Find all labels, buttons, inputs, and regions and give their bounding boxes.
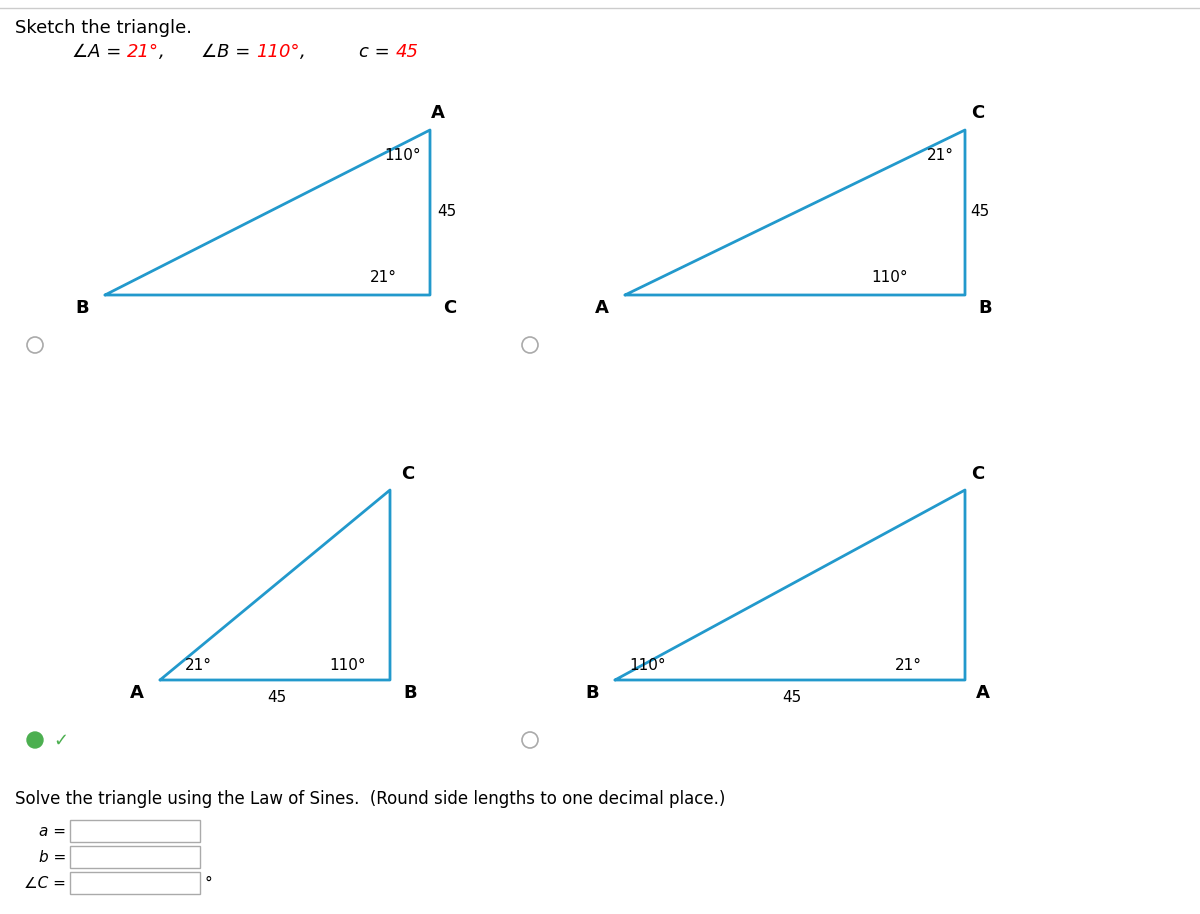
Text: °: ° — [205, 876, 212, 890]
Text: C: C — [443, 299, 457, 317]
Text: B: B — [586, 684, 599, 702]
Text: B: B — [978, 299, 992, 317]
Text: 110°: 110° — [385, 147, 421, 163]
Text: c =: c = — [359, 43, 396, 61]
Text: ,: , — [160, 43, 200, 61]
Text: ∠B =: ∠B = — [200, 43, 256, 61]
FancyBboxPatch shape — [70, 872, 200, 894]
Text: B: B — [403, 684, 416, 702]
Text: Sketch the triangle.: Sketch the triangle. — [14, 19, 192, 37]
Text: ∠C =: ∠C = — [24, 876, 66, 890]
Text: A: A — [431, 104, 445, 122]
Text: ,: , — [300, 43, 359, 61]
Text: A: A — [130, 684, 144, 702]
Text: 21°: 21° — [926, 147, 954, 163]
Text: 45: 45 — [396, 43, 419, 61]
Text: A: A — [976, 684, 990, 702]
Text: C: C — [971, 465, 985, 483]
Text: C: C — [401, 465, 415, 483]
Text: ∠A =: ∠A = — [72, 43, 127, 61]
Text: b =: b = — [38, 849, 66, 865]
Text: 110°: 110° — [630, 657, 666, 673]
Text: a =: a = — [38, 824, 66, 838]
Circle shape — [28, 732, 43, 748]
Text: 21°: 21° — [127, 43, 160, 61]
Text: C: C — [971, 104, 985, 122]
Text: 21°: 21° — [894, 657, 922, 673]
Text: A: A — [595, 299, 608, 317]
Text: 110°: 110° — [330, 657, 366, 673]
Text: ✓: ✓ — [53, 732, 68, 750]
Text: B: B — [76, 299, 89, 317]
Text: 45: 45 — [268, 689, 287, 705]
Text: 45: 45 — [971, 205, 990, 219]
Text: 110°: 110° — [871, 271, 908, 285]
Text: Solve the triangle using the Law of Sines.  (Round side lengths to one decimal p: Solve the triangle using the Law of Sine… — [14, 790, 725, 808]
Text: 21°: 21° — [370, 271, 396, 285]
Text: 45: 45 — [782, 689, 802, 705]
Text: 110°: 110° — [256, 43, 300, 61]
Text: 45: 45 — [437, 205, 457, 219]
FancyBboxPatch shape — [70, 820, 200, 842]
Text: 21°: 21° — [185, 657, 211, 673]
FancyBboxPatch shape — [70, 846, 200, 868]
